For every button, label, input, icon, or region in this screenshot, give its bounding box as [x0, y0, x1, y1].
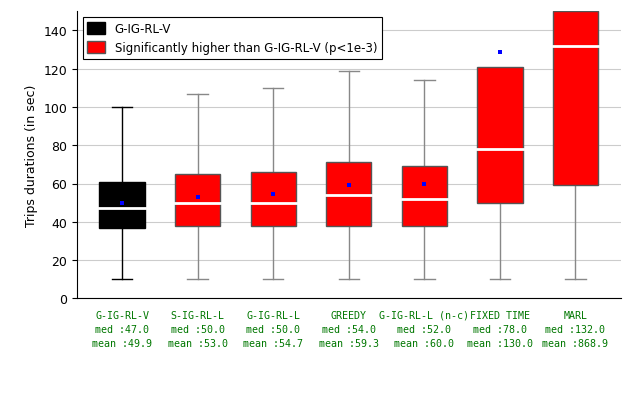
Bar: [175, 175, 220, 226]
Text: G-IG-RL-L (n-c)
med :52.0
mean :60.0: G-IG-RL-L (n-c) med :52.0 mean :60.0: [380, 310, 469, 348]
Bar: [326, 163, 371, 226]
Text: S-IG-RL-L
med :50.0
mean :53.0: S-IG-RL-L med :50.0 mean :53.0: [168, 310, 228, 348]
Y-axis label: Trips durations (in sec): Trips durations (in sec): [25, 84, 38, 227]
Text: G-IG-RL-V
med :47.0
mean :49.9: G-IG-RL-V med :47.0 mean :49.9: [92, 310, 152, 348]
Bar: [99, 182, 145, 228]
Text: G-IG-RL-L
med :50.0
mean :54.7: G-IG-RL-L med :50.0 mean :54.7: [243, 310, 303, 348]
Bar: [402, 167, 447, 226]
Text: GREEDY
med :54.0
mean :59.3: GREEDY med :54.0 mean :59.3: [319, 310, 379, 348]
Bar: [251, 173, 296, 226]
Text: FIXED TIME
med :78.0
mean :130.0: FIXED TIME med :78.0 mean :130.0: [467, 310, 533, 348]
Bar: [477, 67, 523, 203]
Text: MARL
med :132.0
mean :868.9: MARL med :132.0 mean :868.9: [543, 310, 609, 348]
Legend: G-IG-RL-V, Significantly higher than G-IG-RL-V (p<1e-3): G-IG-RL-V, Significantly higher than G-I…: [83, 18, 382, 59]
Bar: [553, 12, 598, 186]
